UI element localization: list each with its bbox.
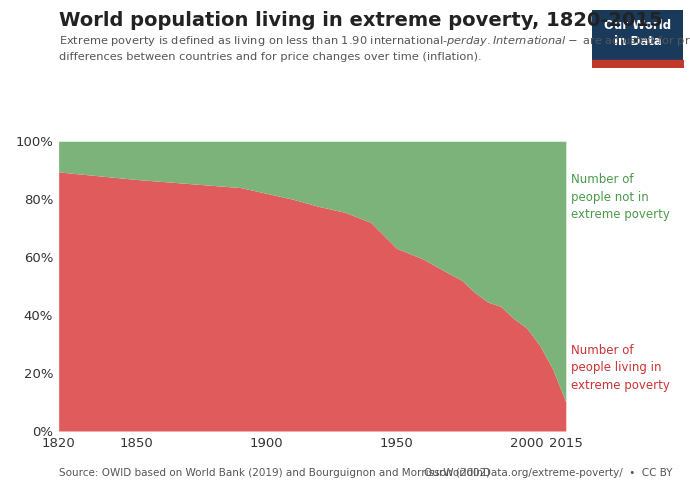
Text: Source: OWID based on World Bank (2019) and Bourguignon and Morrisson (2002): Source: OWID based on World Bank (2019) … (59, 468, 490, 478)
Text: Our World
in Data: Our World in Data (604, 19, 671, 48)
Text: Number of
people not in
extreme poverty: Number of people not in extreme poverty (571, 173, 670, 221)
Text: Number of
people living in
extreme poverty: Number of people living in extreme pover… (571, 344, 670, 392)
Text: World population living in extreme poverty, 1820-2015: World population living in extreme pover… (59, 11, 662, 30)
Text: OurWorldInData.org/extreme-poverty/  •  CC BY: OurWorldInData.org/extreme-poverty/ • CC… (424, 468, 673, 478)
Text: Extreme poverty is defined as living on less than 1.90 international-$ per day. : Extreme poverty is defined as living on … (59, 34, 690, 62)
